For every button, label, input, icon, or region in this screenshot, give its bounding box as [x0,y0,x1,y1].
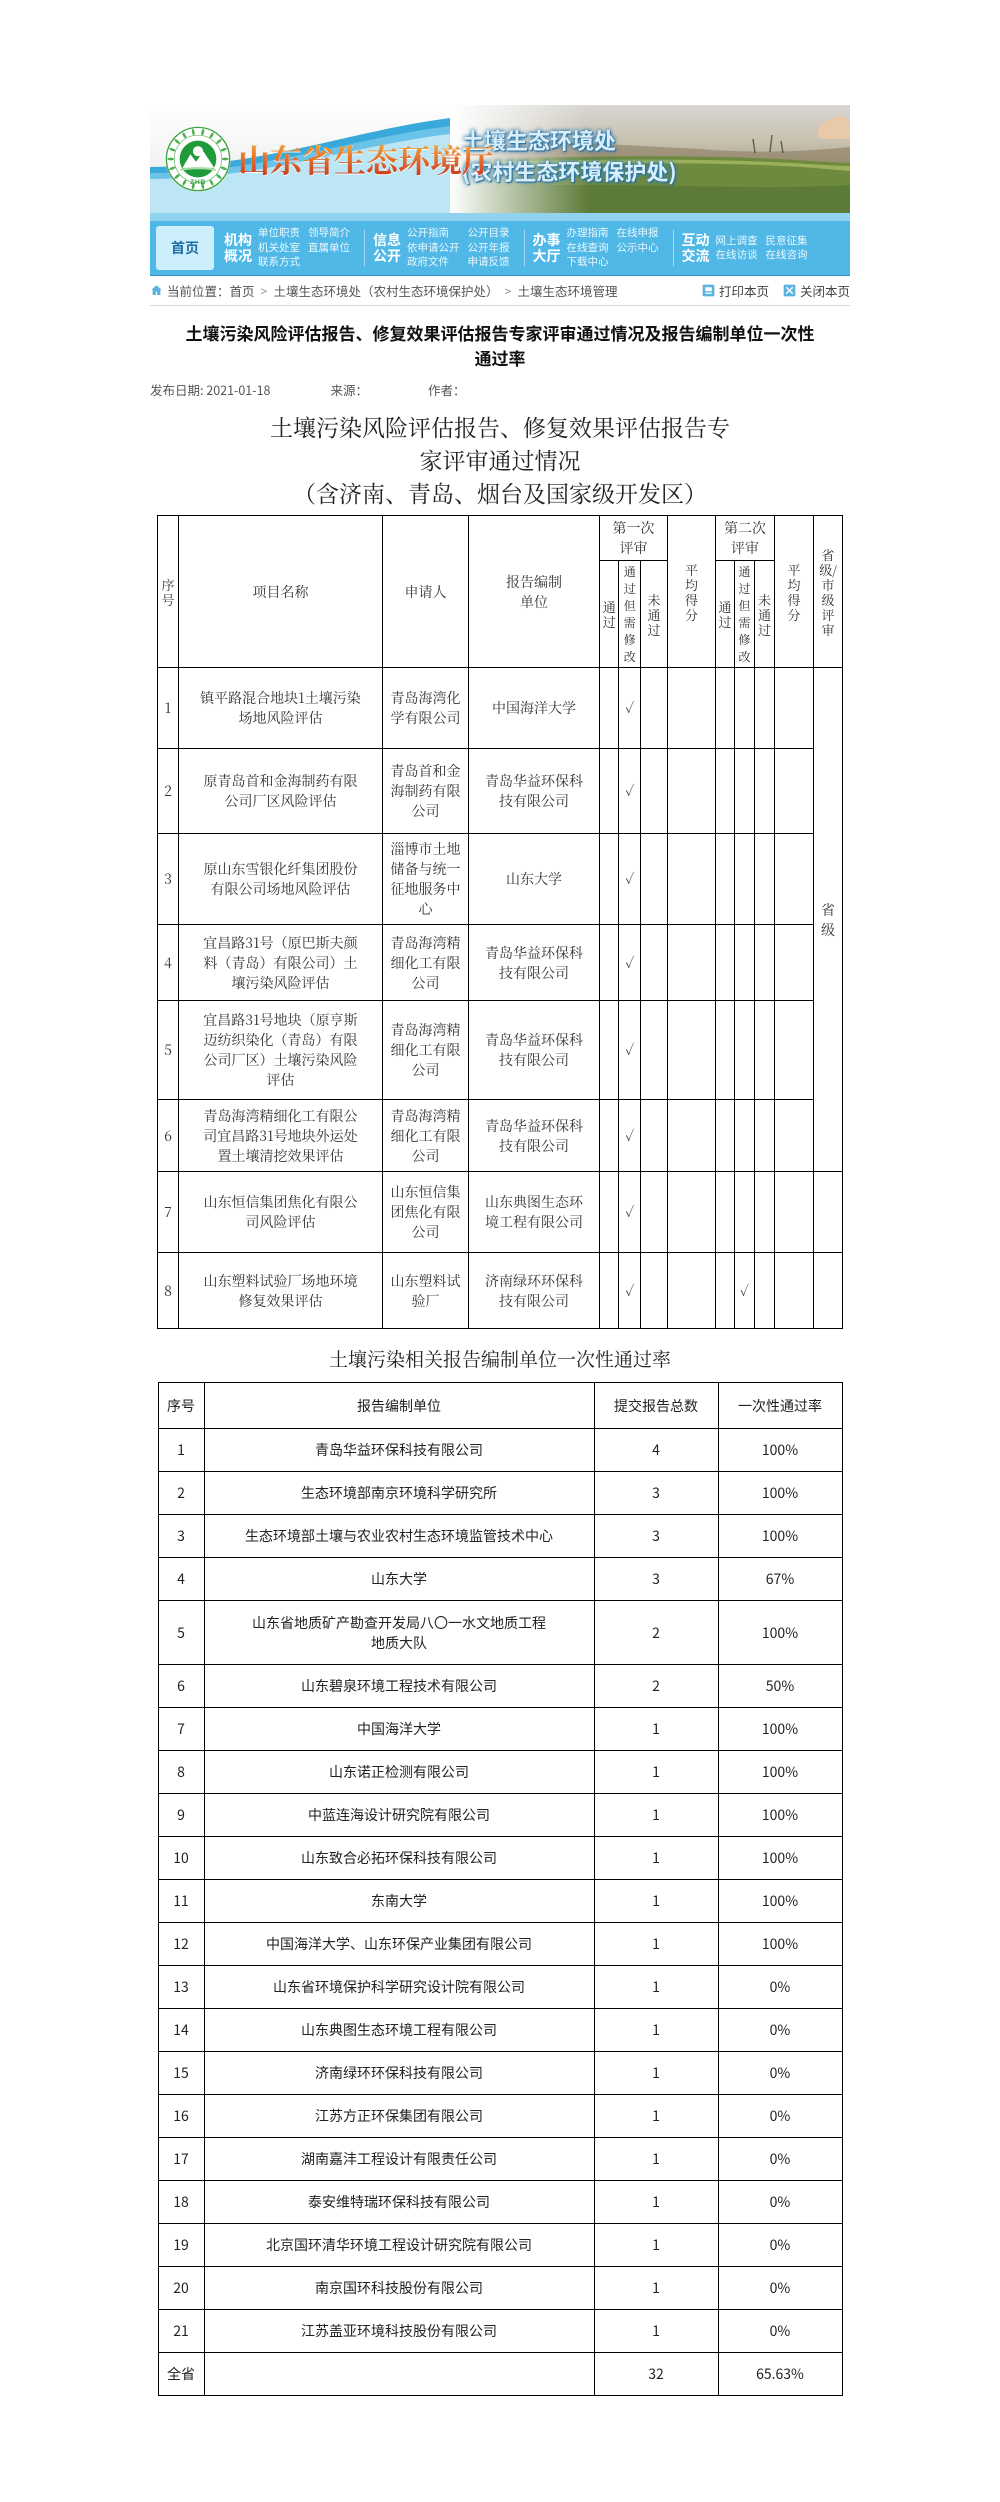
svg-text:ZHB: ZHB [190,179,206,186]
